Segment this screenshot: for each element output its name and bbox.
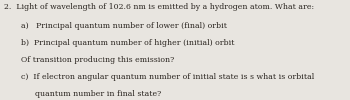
Text: Of transition producing this emission?: Of transition producing this emission? bbox=[21, 56, 174, 64]
Text: b)  Principal quantum number of higher (initial) orbit: b) Principal quantum number of higher (i… bbox=[21, 39, 235, 47]
Text: c)  If electron angular quantum number of initial state is s what is orbital: c) If electron angular quantum number of… bbox=[21, 73, 314, 81]
Text: a)   Principal quantum number of lower (final) orbit: a) Principal quantum number of lower (fi… bbox=[21, 22, 227, 30]
Text: quantum number in final state?: quantum number in final state? bbox=[35, 90, 161, 98]
Text: 2.  Light of wavelength of 102.6 nm is emitted by a hydrogen atom. What are:: 2. Light of wavelength of 102.6 nm is em… bbox=[4, 3, 314, 11]
